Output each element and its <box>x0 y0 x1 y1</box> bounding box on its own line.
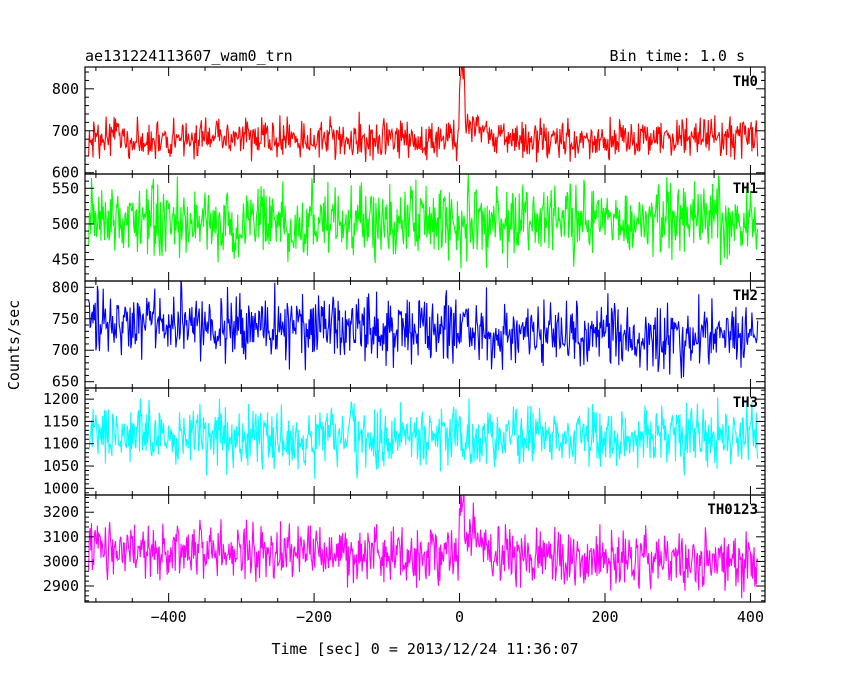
y-tick-label: 700 <box>52 341 79 359</box>
y-axis-label: Counts/sec <box>5 300 23 390</box>
y-tick-label: 650 <box>52 373 79 391</box>
y-tick-label: 1050 <box>43 457 79 475</box>
y-tick-label: 450 <box>52 251 79 269</box>
panel-th1: 450 500 550 TH1 <box>52 173 766 282</box>
panel-th2: 650 700 750 800 TH2 <box>52 278 766 391</box>
y-tick-label: 3200 <box>43 503 79 521</box>
panel-th3: 1000 1050 1100 1150 1200 TH3 <box>43 387 766 497</box>
chart-title-right: Bin time: 1.0 s <box>610 47 745 65</box>
y-tick-label: 3100 <box>43 528 79 546</box>
series-line-th0 <box>88 67 759 163</box>
y-tick-label: 800 <box>52 80 79 98</box>
y-tick-label: 1100 <box>43 435 79 453</box>
panel-label-th3: TH3 <box>733 395 758 411</box>
panel-th0123: 2900 3000 3100 3200 TH0123 <box>43 494 766 603</box>
chart-title-left: ae131224113607_wam0_trn <box>85 47 293 65</box>
y-tick-label: 1000 <box>43 479 79 497</box>
y-tick-label: 2900 <box>43 577 79 595</box>
x-axis-label: Time [sec] 0 = 2013/12/24 11:36:07 <box>271 640 578 658</box>
panel-label-th1: TH1 <box>733 181 758 197</box>
y-tick-label: 500 <box>52 215 79 233</box>
x-tick-label: 200 <box>591 608 618 626</box>
x-tick-label: 400 <box>737 608 764 626</box>
series-line-th2 <box>88 281 759 379</box>
series-line-th0123 <box>88 495 759 599</box>
series-line-th1 <box>88 174 759 269</box>
y-tick-label: 750 <box>52 310 79 328</box>
x-tick-label: 0 <box>455 608 464 626</box>
panel-th0: 600 700 800 TH0 <box>52 66 766 182</box>
panel-label-th0123: TH0123 <box>707 502 758 518</box>
x-tick-label: −400 <box>151 608 187 626</box>
x-tick-label: −200 <box>296 608 332 626</box>
panel-frame <box>84 66 766 175</box>
panel-frame <box>84 494 766 603</box>
x-axis: −400 −200 0 200 400 <box>151 608 764 626</box>
panel-label-th2: TH2 <box>733 288 758 304</box>
y-tick-label: 600 <box>52 164 79 182</box>
panels-group: 600 700 800 TH0 450 500 550 TH1 650 700 750 800 TH2 1… <box>43 66 766 603</box>
y-tick-label: 800 <box>52 278 79 296</box>
panel-label-th0: TH0 <box>733 74 758 90</box>
y-tick-label: 1150 <box>43 412 79 430</box>
y-tick-label: 700 <box>52 122 79 140</box>
y-tick-label: 1200 <box>43 390 79 408</box>
y-tick-label: 3000 <box>43 552 79 570</box>
series-line-th3 <box>88 397 759 480</box>
y-tick-label: 550 <box>52 179 79 197</box>
